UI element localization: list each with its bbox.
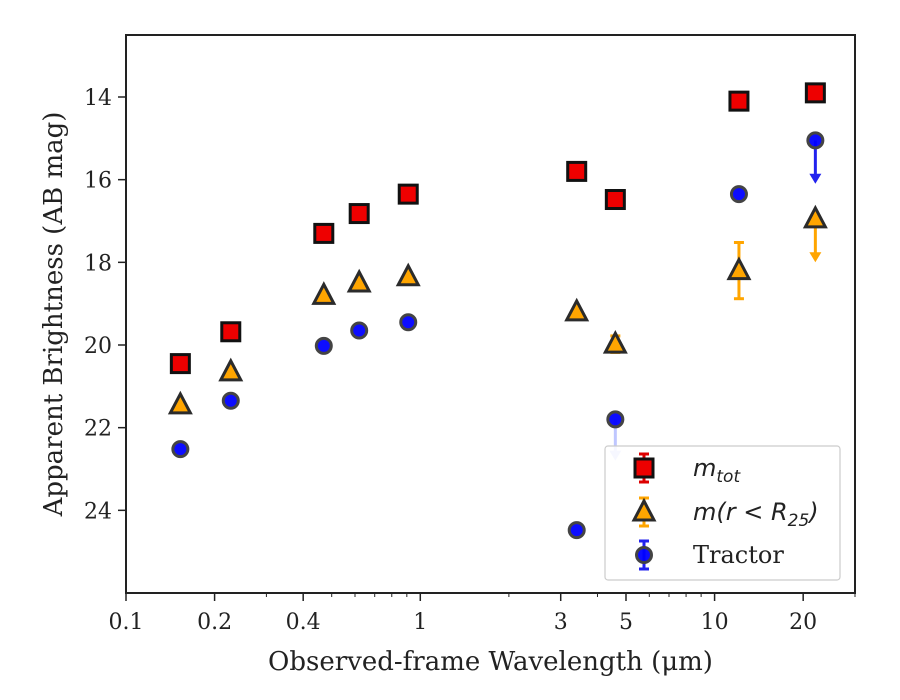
y-tick-label: 24	[84, 499, 112, 524]
x-axis: 0.1 0.2 0.4 1 3 5 10 20	[109, 593, 856, 635]
data-point-triangle	[167, 390, 193, 415]
legend-marker-triangle	[631, 497, 657, 522]
x-axis-label: Observed-frame Wavelength (μm)	[268, 647, 713, 677]
data-point-triangle	[564, 297, 590, 322]
data-point-triangle	[218, 357, 244, 382]
y-tick-label: 14	[84, 86, 112, 111]
data-point-square	[313, 222, 335, 244]
data-point-triangle	[346, 268, 372, 293]
data-point-circle	[399, 313, 418, 332]
upper-limit-arrowhead	[809, 173, 822, 184]
data-point-triangle	[602, 329, 628, 354]
data-point-square	[728, 90, 750, 112]
data-point-square	[397, 183, 419, 205]
legend-label: mtot	[693, 454, 741, 487]
y-axis-label: Apparent Brightness (AB mag)	[39, 112, 69, 518]
data-point-triangle	[311, 281, 337, 305]
data-point-triangle	[802, 204, 828, 229]
data-point-circle	[567, 521, 586, 540]
x-tick-label: 0.2	[197, 610, 232, 635]
data-point-triangle	[726, 256, 752, 281]
legend-label: m(r < R25)	[693, 498, 819, 531]
x-tick-label: 1	[413, 610, 427, 635]
x-tick-label: 0.4	[286, 610, 321, 635]
y-tick-label: 22	[84, 417, 112, 442]
series-triangle-group	[167, 204, 828, 415]
data-point-square	[169, 353, 191, 375]
y-tick-label: 16	[84, 169, 112, 194]
data-point-circle	[221, 391, 240, 410]
y-tick-label: 20	[84, 334, 112, 359]
legend-box	[604, 445, 841, 581]
legend-label: Tractor	[693, 541, 784, 569]
data-point-square	[220, 321, 242, 343]
x-tick-label: 3	[554, 610, 568, 635]
data-point-circle	[606, 410, 625, 429]
data-point-circle	[806, 131, 825, 150]
data-point-square	[566, 160, 588, 182]
x-tick-label: 20	[789, 610, 817, 635]
y-axis: 14 16 18 20 22 24	[84, 86, 126, 524]
upper-limit-arrowhead	[809, 252, 822, 263]
data-point-square	[804, 82, 826, 104]
x-tick-label: 0.1	[109, 610, 144, 635]
data-point-square	[348, 203, 370, 225]
data-point-circle	[171, 440, 190, 459]
series-square-group	[169, 82, 826, 375]
data-point-triangle	[395, 262, 421, 287]
y-tick-label: 18	[84, 251, 112, 276]
x-tick-label: 10	[701, 610, 729, 635]
data-point-circle	[729, 185, 748, 204]
data-point-circle	[314, 336, 333, 355]
legend-marker-square	[633, 457, 655, 479]
data-point-square	[604, 189, 626, 211]
legend-marker-circle	[635, 546, 653, 564]
legend: mtot m(r < R25) Tractor	[604, 445, 841, 581]
x-tick-label: 5	[619, 610, 633, 635]
plot-frame	[125, 34, 856, 594]
data-point-circle	[350, 321, 369, 340]
